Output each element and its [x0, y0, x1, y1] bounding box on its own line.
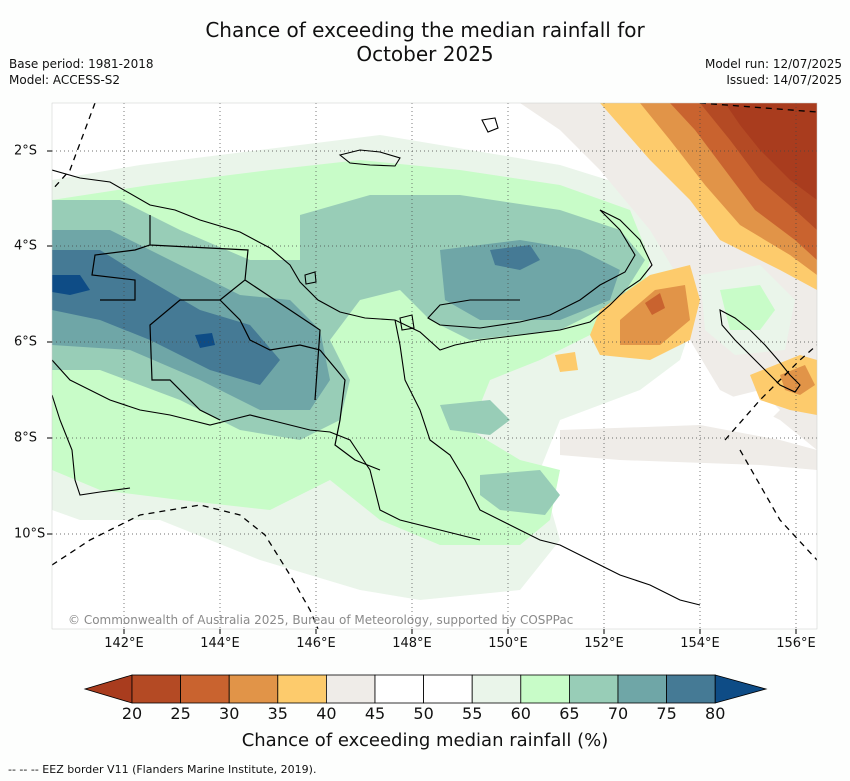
lat-label: 6°S — [14, 334, 38, 350]
colorbar-extend-high — [714, 674, 768, 704]
lat-label: 10°S — [14, 526, 46, 542]
contour-30-35-se — [780, 365, 815, 395]
axis-ticks — [47, 150, 797, 634]
colorbar-segment — [520, 674, 570, 704]
colorbar-tick-label: 40 — [316, 704, 337, 723]
colorbar-tick-label: 55 — [462, 704, 483, 723]
colorbar-segment — [277, 674, 327, 704]
colorbar-segment — [666, 674, 716, 704]
lon-label: 144°E — [200, 636, 240, 651]
colorbar-tick-label: 25 — [170, 704, 191, 723]
island-bougainville — [719, 309, 801, 393]
colorbar-segment — [471, 674, 522, 704]
title-line-2: October 2025 — [356, 42, 494, 66]
lon-label: 152°E — [584, 636, 624, 651]
contour-65-70-se — [480, 470, 560, 515]
colorbar-segment — [228, 674, 279, 704]
eez-borders — [52, 103, 817, 629]
lon-label: 148°E — [392, 636, 432, 651]
meta-right: Model run: 12/07/2025 Issued: 14/07/2025 — [705, 56, 842, 88]
south-coast — [52, 359, 481, 541]
colorbar-segment — [325, 674, 376, 704]
colorbar-segment — [374, 674, 424, 704]
contour-gt-80-b — [195, 333, 215, 348]
colorbar-segment — [131, 674, 181, 704]
lon-label: 156°E — [776, 636, 816, 651]
colorbar-tick-label: 65 — [559, 704, 580, 723]
colorbar — [83, 674, 768, 704]
colorbar-tick-label: 30 — [219, 704, 240, 723]
island-small-1 — [338, 149, 401, 167]
map-border — [51, 102, 818, 630]
lon-label: 150°E — [488, 636, 528, 651]
eez-footnote: -- -- -- EEZ border V11 (Flanders Marine… — [8, 763, 317, 776]
contour-30-35-mid — [620, 285, 690, 345]
contour-gt-80 — [52, 275, 90, 295]
new-guinea-coast — [52, 169, 701, 606]
meta-left: Base period: 1981-2018 Model: ACCESS-S2 — [9, 56, 154, 88]
colorbar-segment — [617, 674, 667, 704]
colorbar-segment — [180, 674, 230, 704]
model-run: Model run: 12/07/2025 — [704, 57, 842, 71]
colorbar-segment — [569, 674, 619, 704]
map-frame — [52, 103, 817, 629]
title-line-1: Chance of exceeding the median rainfall … — [205, 18, 645, 42]
island-small-4 — [304, 271, 317, 285]
map-title: Chance of exceeding the median rainfall … — [0, 18, 850, 66]
lat-label: 2°S — [14, 143, 38, 159]
coastlines — [52, 117, 801, 606]
colorbar-tick-label: 70 — [607, 704, 629, 723]
map-credit: © Commonwealth of Australia 2025, Bureau… — [68, 613, 574, 627]
contour-35-40-small — [555, 352, 578, 372]
lon-label: 146°E — [296, 636, 336, 651]
colorbar-tick-label: 60 — [510, 704, 531, 723]
colorbar-tick-label: 45 — [364, 704, 386, 723]
colorbar-tick-label: 50 — [413, 704, 434, 723]
colorbar-tick-label: 20 — [121, 704, 143, 723]
contour-65-70-south — [440, 400, 510, 435]
province-borders — [91, 215, 381, 471]
contour-lt-20-ne — [725, 103, 817, 200]
lat-label: 4°S — [14, 238, 38, 254]
colorbar-tick-label: 35 — [267, 704, 288, 723]
colorbar-extend-low — [83, 674, 133, 704]
contour-75-80 — [52, 250, 280, 385]
contour-75-80-north — [490, 245, 540, 270]
colorbar-tick-label: 80 — [705, 704, 726, 723]
island-small-3 — [399, 314, 415, 331]
lon-label: 154°E — [680, 636, 720, 651]
contour-25-30-mid — [645, 293, 665, 315]
base-period: Base period: 1981-2018 — [9, 57, 154, 71]
island-small-2 — [481, 117, 499, 133]
contour-40-45-s — [560, 425, 817, 470]
colorbar-tick-label: 75 — [656, 704, 677, 723]
contour-60-65-pocket — [720, 285, 775, 330]
lat-label: 8°S — [14, 430, 38, 446]
colorbar-title: Chance of exceeding median rainfall (%) — [241, 730, 609, 751]
southwest-coast — [52, 394, 131, 496]
lon-label: 142°E — [104, 636, 144, 651]
colorbar-segment — [423, 674, 473, 704]
issued-date: Issued: 14/07/2025 — [726, 73, 842, 87]
model-name: Model: ACCESS-S2 — [9, 73, 121, 87]
